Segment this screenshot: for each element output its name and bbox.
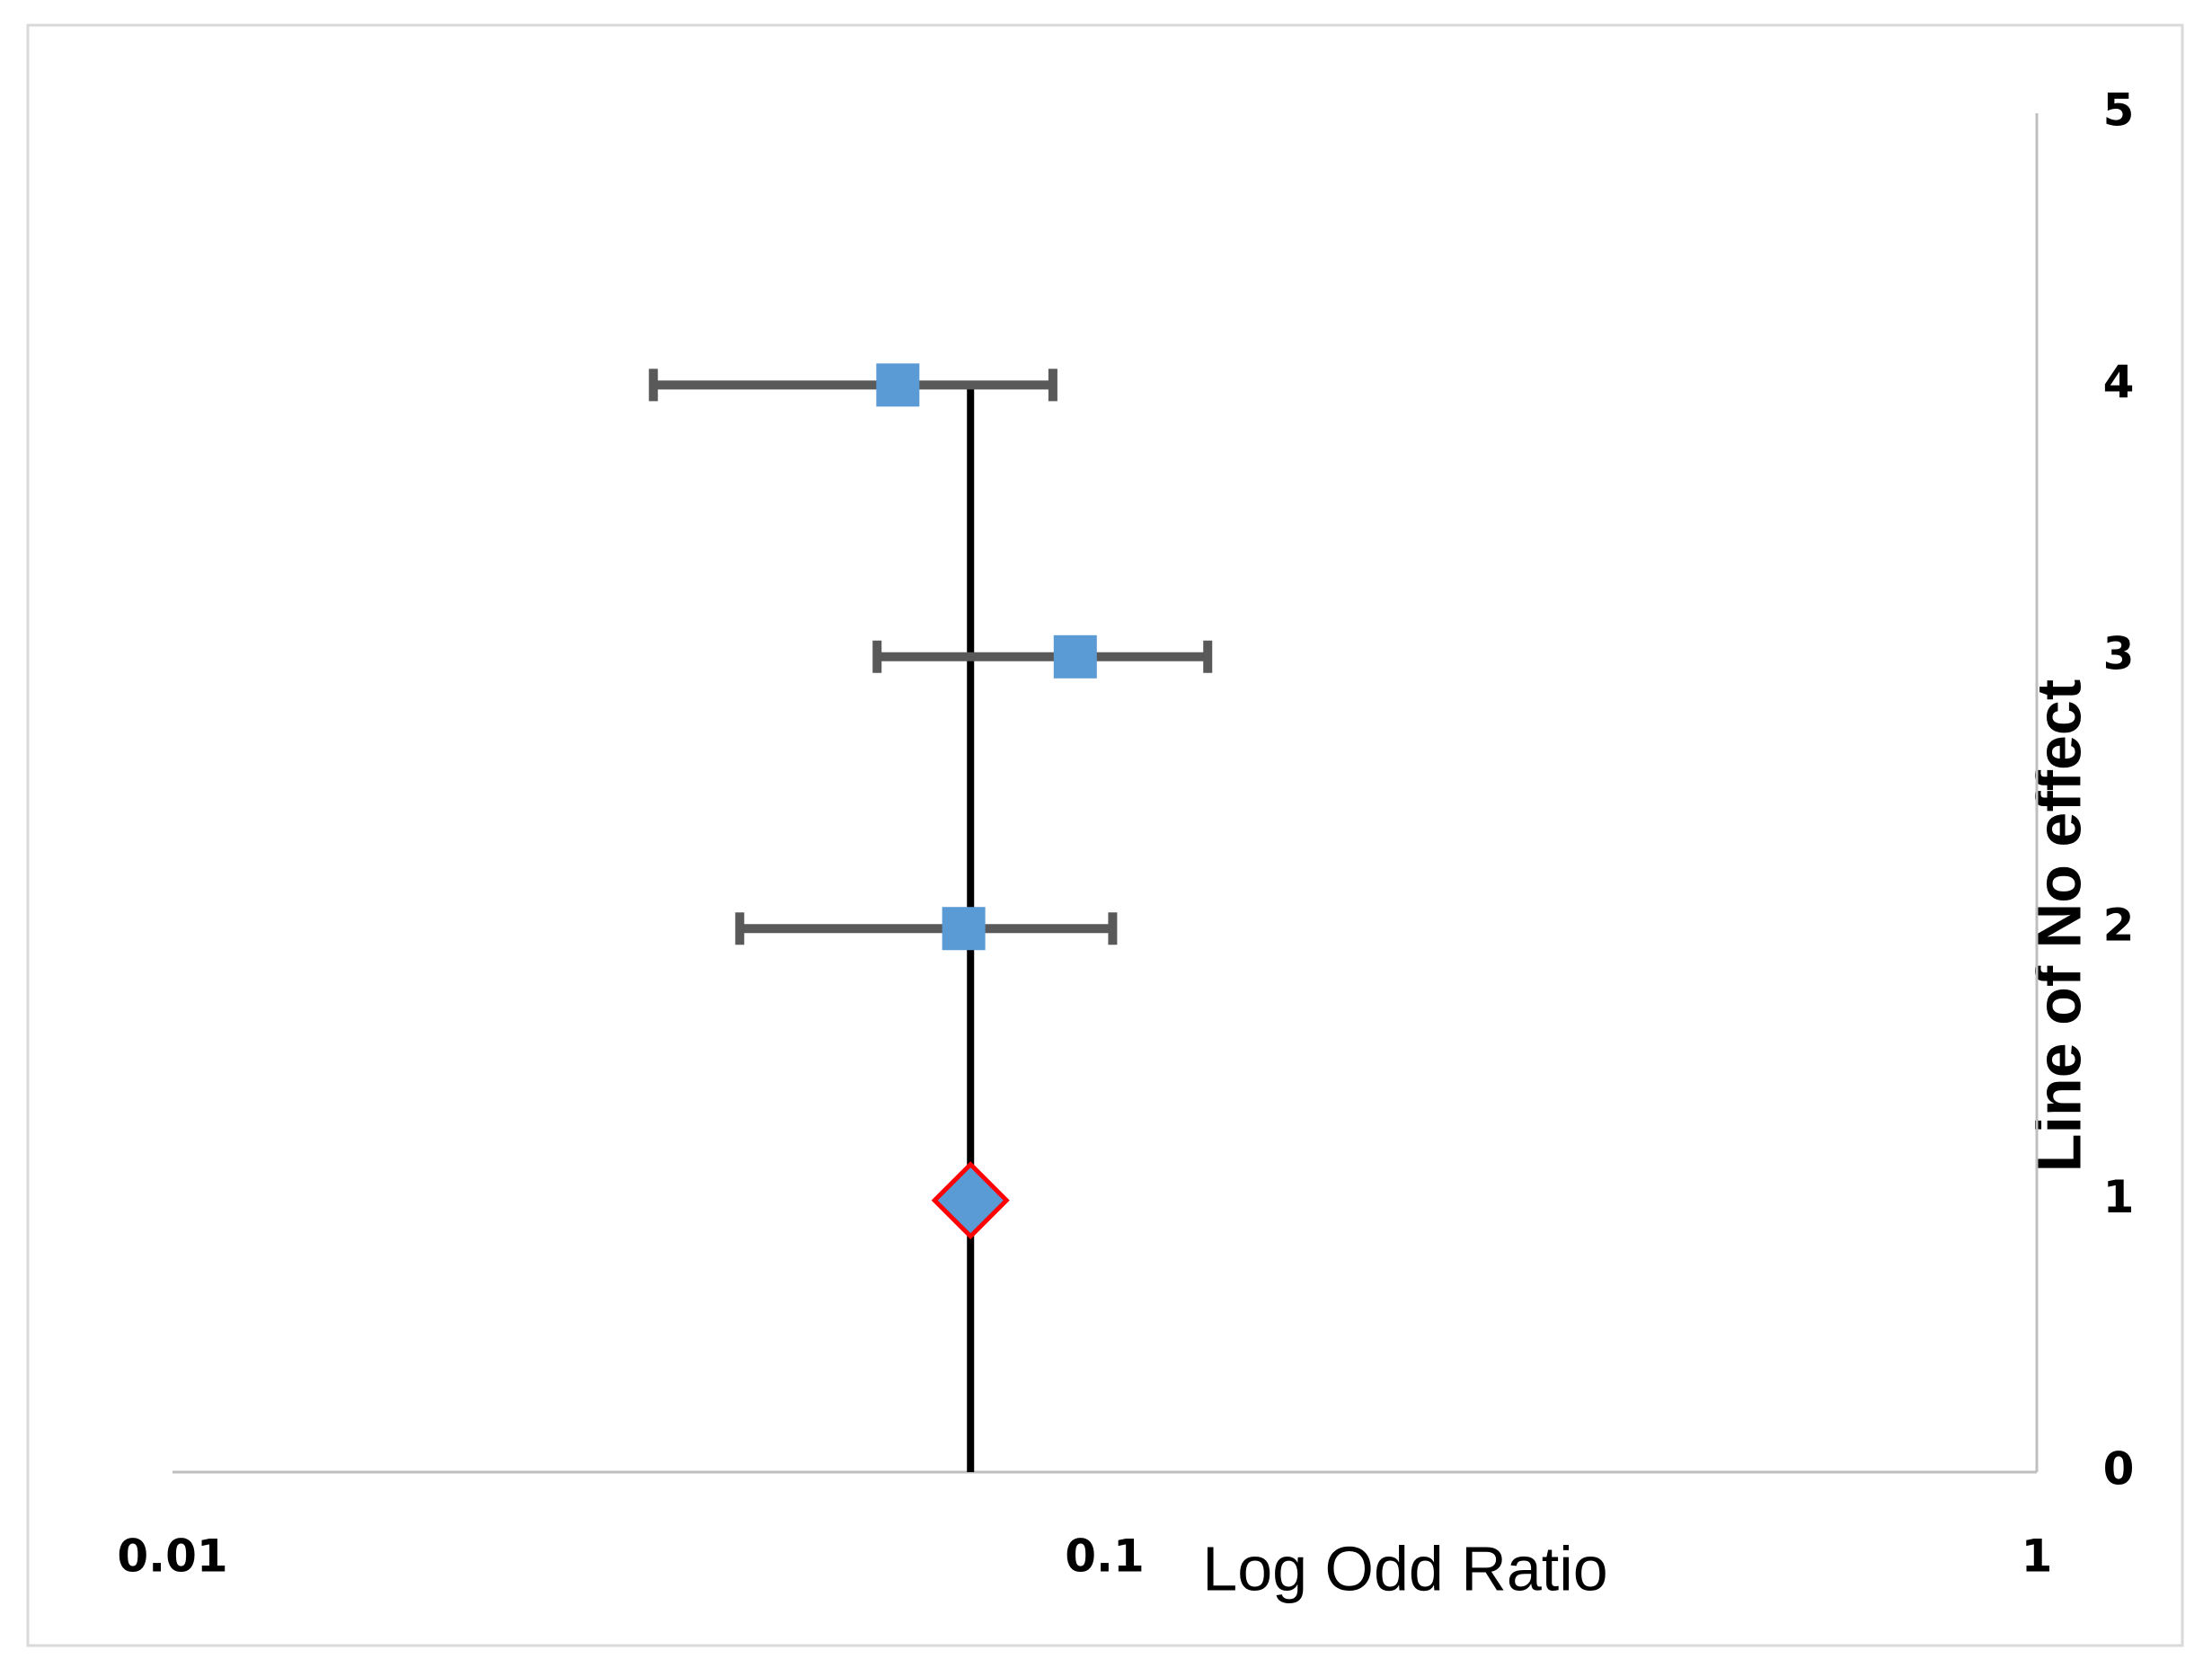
y-tick-label: 4 <box>2103 356 2135 408</box>
point <box>876 363 920 407</box>
y-axis-title: Line of No effect <box>2023 679 2093 1172</box>
point <box>1053 634 1097 679</box>
x-tick-label: 1 <box>2022 1531 2053 1583</box>
x-tick-label: 0.1 <box>1065 1531 1145 1583</box>
y-tick-label: 2 <box>2103 900 2135 952</box>
y-tick-label: 0 <box>2103 1443 2135 1495</box>
error-bar <box>735 912 1118 945</box>
x-tick-label: 0.01 <box>117 1531 227 1583</box>
y-tick-label: 3 <box>2103 627 2135 679</box>
error-bar <box>649 368 1057 402</box>
point <box>942 907 986 951</box>
y-tick-label: 5 <box>2103 84 2135 137</box>
chart-border <box>26 23 2184 1647</box>
y-tick-label: 1 <box>2103 1171 2135 1223</box>
error-bar <box>872 640 1213 673</box>
x-axis-title: Log Odd Ratio <box>1202 1533 1607 1603</box>
pooled-estimate <box>931 1161 1010 1240</box>
